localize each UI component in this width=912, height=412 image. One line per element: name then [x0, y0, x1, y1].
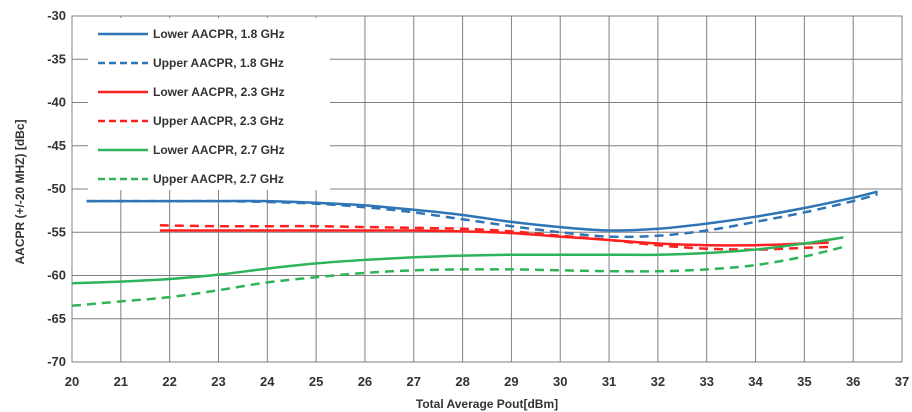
x-tick-label: 22 [162, 374, 176, 389]
legend-background [88, 18, 330, 190]
x-tick-label: 32 [651, 374, 665, 389]
axes: 20 21 22 23 24 25 26 27 28 29 30 31 32 33 34 35 36 37 -30 -… [47, 8, 909, 389]
series-lines [71, 190, 878, 308]
y-tick-label: -70 [47, 354, 66, 369]
x-tick-label: 31 [602, 374, 616, 389]
x-axis-title: Total Average Pout[dBm] [416, 397, 558, 411]
y-tick-label: -30 [47, 8, 66, 23]
x-tick-label: 26 [358, 374, 372, 389]
legend-label-4: Upper AACPR, 2.3 GHz [153, 114, 284, 128]
x-tick-label: 28 [455, 374, 469, 389]
legend-label-6: Upper AACPR, 2.7 GHz [153, 172, 284, 186]
legend-label-2: Upper AACPR, 1.8 GHz [153, 56, 284, 70]
y-tick-label: -45 [47, 138, 66, 153]
x-tick-label: 25 [309, 374, 323, 389]
series-line-1 [86, 190, 878, 232]
x-tick-label: 21 [114, 374, 128, 389]
y-tick-label: -40 [47, 95, 66, 110]
x-tick-label: 37 [895, 374, 909, 389]
x-tick-label: 34 [748, 374, 763, 389]
x-tick-label: 23 [211, 374, 225, 389]
series-line-4 [159, 224, 829, 251]
x-tick-label: 27 [407, 374, 421, 389]
x-tick-label: 20 [65, 374, 79, 389]
legend-label-1: Lower AACPR, 1.8 GHz [153, 27, 285, 41]
legend-label-3: Lower AACPR, 2.3 GHz [153, 85, 285, 99]
legend: Lower AACPR, 1.8 GHz Upper AACPR, 1.8 GHz… [88, 18, 330, 190]
x-tick-label: 30 [553, 374, 567, 389]
y-tick-label: -65 [47, 311, 66, 326]
legend-label-5: Lower AACPR, 2.7 GHz [153, 143, 285, 157]
x-tick-label: 36 [846, 374, 860, 389]
plot-border [71, 15, 903, 363]
y-axis-title: AACPR (+/-20 MHZ) [dBc] [13, 119, 27, 264]
series-line-3 [159, 229, 829, 247]
series-line-6 [71, 245, 844, 308]
y-tick-label: -60 [47, 268, 66, 283]
x-tick-label: 35 [797, 374, 811, 389]
series-line-2 [86, 192, 878, 239]
y-tick-label: -55 [47, 224, 66, 239]
y-tick-label: -35 [47, 51, 66, 66]
series-line-5 [71, 236, 844, 285]
x-tick-label: 33 [699, 374, 713, 389]
x-tick-label: 24 [260, 374, 275, 389]
y-tick-label: -50 [47, 181, 66, 196]
x-tick-label: 29 [504, 374, 518, 389]
